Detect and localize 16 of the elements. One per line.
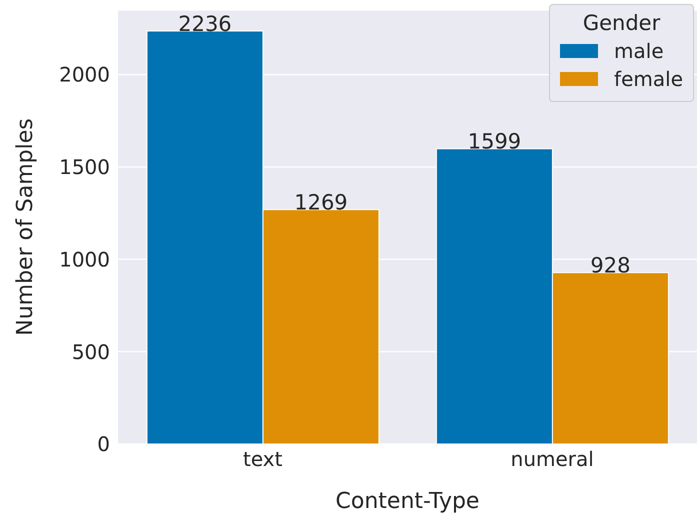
x-tick-label: text xyxy=(243,447,283,472)
data-label: 2236 xyxy=(178,12,232,36)
y-tick-label: 0 xyxy=(97,432,110,456)
legend-label: female xyxy=(614,67,683,91)
y-tick-label: 1000 xyxy=(59,247,110,272)
data-label: 1269 xyxy=(294,190,348,215)
legend-title: Gender xyxy=(582,11,662,35)
y-axis-title: Number of Samples xyxy=(13,118,38,336)
data-label: 928 xyxy=(590,254,630,278)
legend-label: male xyxy=(614,39,664,63)
x-tick-label: numeral xyxy=(510,447,594,472)
x-axis-title: Content-Type xyxy=(336,489,480,514)
y-tick-label: 2000 xyxy=(59,62,110,87)
y-tick-label: 500 xyxy=(72,340,110,364)
y-tick-label: 1500 xyxy=(59,155,110,180)
data-label: 1599 xyxy=(468,130,522,154)
